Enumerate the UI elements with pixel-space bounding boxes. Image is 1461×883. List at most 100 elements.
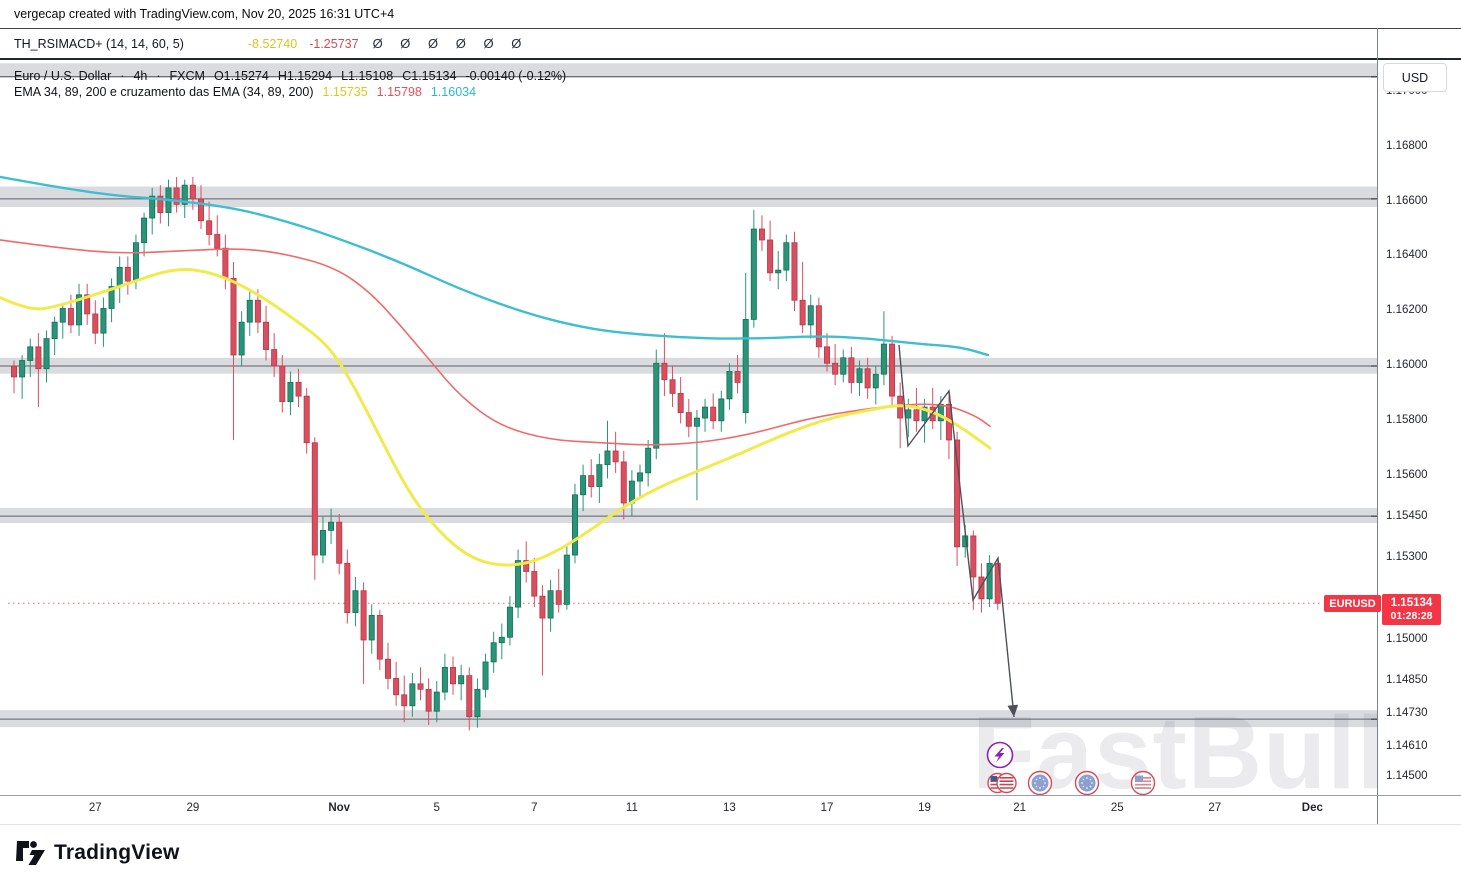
candlestick[interactable] xyxy=(856,368,863,383)
time-axis-label[interactable]: 19 xyxy=(918,802,931,814)
candlestick[interactable] xyxy=(807,305,814,326)
candlestick[interactable] xyxy=(506,606,513,638)
candlestick[interactable] xyxy=(425,688,432,712)
candlestick[interactable] xyxy=(913,409,920,422)
candlestick[interactable] xyxy=(872,373,879,389)
time-axis-label[interactable]: 5 xyxy=(433,802,440,814)
candlestick[interactable] xyxy=(653,362,660,449)
candlestick[interactable] xyxy=(954,439,961,548)
candlestick[interactable] xyxy=(441,667,448,693)
candlestick[interactable] xyxy=(555,590,562,605)
interval-label[interactable]: 4h xyxy=(133,69,148,83)
candlestick[interactable] xyxy=(19,360,26,378)
candlestick[interactable] xyxy=(767,239,774,274)
sr-zone[interactable] xyxy=(0,63,1378,79)
candlestick[interactable] xyxy=(376,614,383,660)
candlestick[interactable] xyxy=(889,343,896,397)
price-axis-label[interactable]: 1.14730 xyxy=(1386,706,1428,719)
candlestick[interactable] xyxy=(750,228,757,320)
candlestick[interactable] xyxy=(612,450,619,463)
candlestick[interactable] xyxy=(393,677,400,696)
candlestick[interactable] xyxy=(100,308,107,334)
candlestick[interactable] xyxy=(685,412,692,427)
price-axis-label[interactable]: 1.15800 xyxy=(1386,413,1428,426)
price-axis-label[interactable]: 1.16600 xyxy=(1386,194,1428,207)
candlestick[interactable] xyxy=(84,294,91,315)
candlestick[interactable] xyxy=(832,362,839,375)
ema-label[interactable]: EMA 34, 89, 200 e cruzamento das EMA (34… xyxy=(14,85,314,99)
candlestick[interactable] xyxy=(360,590,367,641)
flag-event-icon-us-gb-pair[interactable] xyxy=(987,772,1017,794)
candlestick[interactable] xyxy=(726,371,733,400)
candlestick[interactable] xyxy=(620,461,627,504)
flag-event-icon-us[interactable] xyxy=(1130,770,1156,795)
candlestick[interactable] xyxy=(742,319,749,413)
candlestick[interactable] xyxy=(669,379,676,394)
candlestick[interactable] xyxy=(303,395,310,444)
candlestick[interactable] xyxy=(352,590,359,613)
economic-events[interactable] xyxy=(986,741,1156,795)
price-axis-label[interactable]: 1.16200 xyxy=(1386,304,1428,317)
candlestick[interactable] xyxy=(132,242,139,282)
candlestick[interactable] xyxy=(864,368,871,389)
indicator-pane[interactable]: TH_RSIMACD+ (14, 14, 60, 5) -8.52740 -1.… xyxy=(0,28,1461,60)
candlestick[interactable] xyxy=(27,346,34,361)
time-axis-label[interactable]: 25 xyxy=(1110,802,1124,814)
candlestick[interactable] xyxy=(840,357,847,375)
candlestick[interactable] xyxy=(328,521,335,531)
candlestick[interactable] xyxy=(604,450,611,466)
candlestick[interactable] xyxy=(783,242,790,271)
sr-zone[interactable] xyxy=(0,710,1378,728)
candlestick[interactable] xyxy=(92,313,99,334)
candlestick[interactable] xyxy=(978,576,985,600)
time-axis-label[interactable]: 29 xyxy=(186,802,200,814)
price-axis-label[interactable]: 1.15600 xyxy=(1386,468,1428,481)
sr-zone[interactable] xyxy=(0,507,1378,524)
candlestick[interactable] xyxy=(149,195,156,219)
candlestick[interactable] xyxy=(547,590,554,619)
candlestick[interactable] xyxy=(515,560,522,608)
candlestick[interactable] xyxy=(523,560,530,572)
candlestick[interactable] xyxy=(848,357,855,383)
candlestick[interactable] xyxy=(238,321,245,356)
candlestick[interactable] xyxy=(563,554,570,605)
candlestick[interactable] xyxy=(76,294,83,326)
candlestick[interactable] xyxy=(905,409,912,419)
candlestick[interactable] xyxy=(734,371,741,383)
time-axis-label[interactable]: 13 xyxy=(723,802,736,814)
candlestick[interactable] xyxy=(474,688,481,718)
flag-event-icon-eu[interactable] xyxy=(1027,770,1053,795)
candlestick[interactable] xyxy=(775,269,782,274)
candlestick[interactable] xyxy=(401,694,408,707)
candlestick[interactable] xyxy=(59,308,66,323)
candlestick[interactable] xyxy=(368,614,375,641)
candlestick[interactable] xyxy=(67,308,74,326)
candlestick[interactable] xyxy=(596,464,603,487)
price-axis-label[interactable]: 1.14610 xyxy=(1386,739,1428,752)
time-axis-label[interactable]: 7 xyxy=(531,802,538,814)
candlestick[interactable] xyxy=(710,406,717,422)
candlestick[interactable] xyxy=(384,658,391,679)
price-axis-label[interactable]: 1.14850 xyxy=(1386,674,1428,687)
indicator-title[interactable]: TH_RSIMACD+ (14, 14, 60, 5) xyxy=(14,36,184,51)
price-axis-label[interactable]: 1.15000 xyxy=(1386,633,1428,645)
price-axis-label[interactable]: 1.15450 xyxy=(1386,509,1428,522)
ema34-line[interactable] xyxy=(0,268,992,567)
candlestick[interactable] xyxy=(466,675,473,718)
candlestick[interactable] xyxy=(10,365,17,378)
currency-toggle-button[interactable]: USD xyxy=(1383,63,1447,92)
candlestick[interactable] xyxy=(181,184,188,205)
candlestick[interactable] xyxy=(718,398,725,422)
time-axis-label[interactable]: Dec xyxy=(1301,802,1323,814)
candlestick[interactable] xyxy=(482,661,489,690)
candlestick[interactable] xyxy=(124,266,131,282)
candlestick[interactable] xyxy=(539,595,546,619)
symbol-name[interactable]: Euro / U.S. Dollar xyxy=(14,69,112,83)
candlestick[interactable] xyxy=(824,346,831,364)
candlestick[interactable] xyxy=(157,195,164,213)
time-axis-label[interactable]: 27 xyxy=(88,802,102,814)
price-axis-label[interactable]: 1.14500 xyxy=(1386,770,1428,782)
flag-event-icon-eu[interactable] xyxy=(1074,770,1100,795)
ema200-line[interactable] xyxy=(0,175,990,357)
candlestick[interactable] xyxy=(141,217,148,244)
